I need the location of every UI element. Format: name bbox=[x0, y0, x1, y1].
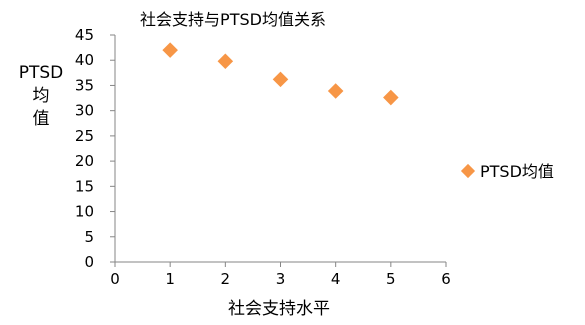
x-tick-label: 2 bbox=[221, 270, 231, 288]
x-tick-label: 5 bbox=[386, 270, 396, 288]
y-tick-label: 25 bbox=[75, 127, 94, 145]
x-axis-title: 社会支持水平 bbox=[228, 299, 330, 319]
axes bbox=[110, 34, 447, 267]
legend-label: PTSD均值 bbox=[480, 162, 554, 181]
y-tick-label: 45 bbox=[75, 26, 94, 44]
chart-title: 社会支持与PTSD均值关系 bbox=[140, 10, 326, 29]
y-axis-title-line-2: 均 bbox=[33, 86, 50, 106]
y-tick-label: 30 bbox=[75, 102, 94, 120]
x-tick-label: 0 bbox=[110, 270, 120, 288]
x-tick-label: 1 bbox=[165, 270, 175, 288]
legend-marker bbox=[460, 163, 476, 179]
y-tick-label: 15 bbox=[75, 177, 94, 195]
y-tick-label: 10 bbox=[75, 203, 94, 221]
data-point bbox=[327, 83, 344, 99]
x-tick-label: 3 bbox=[276, 270, 286, 288]
x-tick-label: 4 bbox=[331, 270, 341, 288]
y-tick-label: 35 bbox=[75, 76, 94, 94]
y-tick-label: 20 bbox=[75, 152, 94, 170]
y-tick-label: 5 bbox=[84, 228, 94, 246]
x-tick-label: 6 bbox=[441, 270, 451, 288]
data-point bbox=[383, 89, 399, 106]
y-tick-label: 0 bbox=[84, 253, 94, 271]
y-axis-title-line-3: 值 bbox=[33, 109, 50, 129]
y-axis-title-line-1: PTSD bbox=[19, 63, 64, 83]
y-tick-label: 40 bbox=[75, 51, 94, 69]
data-point bbox=[217, 53, 234, 70]
data-point bbox=[272, 71, 289, 88]
data-points bbox=[162, 42, 399, 106]
data-point bbox=[162, 42, 178, 58]
legend: PTSD均值 bbox=[460, 162, 554, 181]
